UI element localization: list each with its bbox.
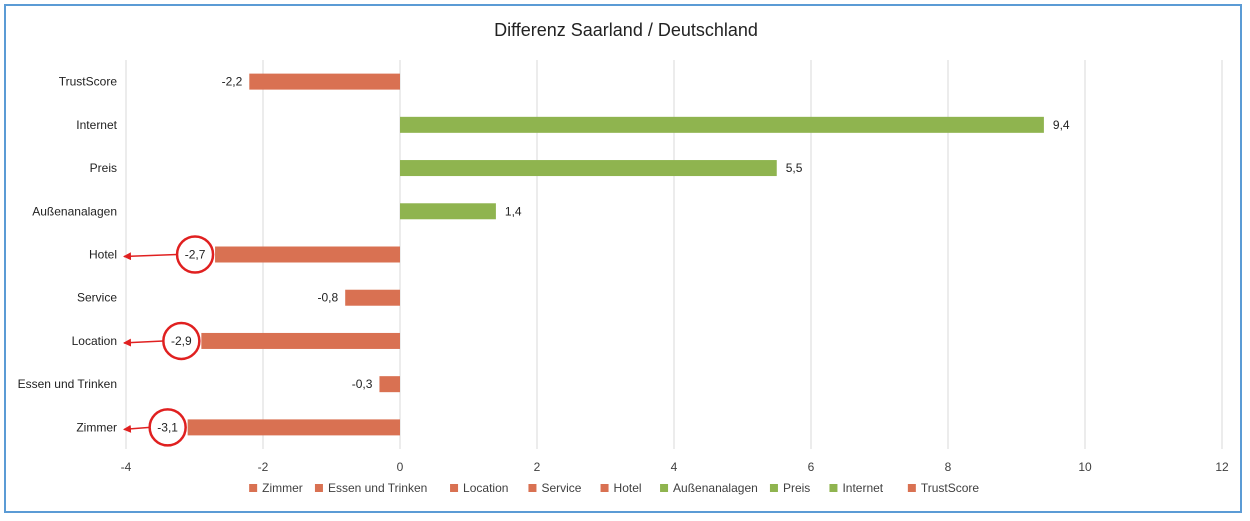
bar-internet [400, 116, 1044, 133]
category-labels: Zimmer Essen und Trinken Location Service Ho… [18, 75, 118, 435]
legend-label-preis: Preis [783, 481, 810, 495]
data-labels: -3,1 -0,3 -2,9 -0,8 -2,7 1,4 5,5 9,4 -2,2 [157, 75, 1070, 435]
legend-swatch-zimmer [249, 484, 258, 492]
x-tick-label: -4 [121, 460, 132, 474]
data-label-trustscore: -2,2 [222, 75, 243, 89]
category-label-hotel: Hotel [89, 248, 117, 262]
legend-label-aussenanalagen: Außenanalagen [673, 481, 758, 495]
bar-hotel [215, 246, 400, 263]
legend: Zimmer Essen und Trinken Location Service Ho… [249, 481, 979, 495]
highlight-arrow-zimmer [123, 424, 150, 433]
legend-swatch-location [450, 484, 459, 492]
data-label-location: -2,9 [171, 334, 192, 348]
category-label-essen-und-trinken: Essen und Trinken [18, 377, 117, 391]
legend-swatch-hotel [600, 484, 609, 492]
data-label-essen-und-trinken: -0,3 [352, 377, 373, 391]
x-tick-label: 6 [808, 460, 815, 474]
highlight-arrow-location [123, 338, 164, 347]
x-tick-label: 8 [945, 460, 952, 474]
bar-chart: Differenz Saarland / Deutschland Zimmer E… [18, 20, 1229, 495]
bar-preis [400, 160, 777, 177]
x-tick-label: 4 [671, 460, 678, 474]
category-label-internet: Internet [76, 118, 117, 132]
chart-title: Differenz Saarland / Deutschland [494, 20, 758, 40]
legend-swatch-trustscore [907, 484, 916, 492]
bar-service [345, 289, 400, 306]
legend-swatch-essen-und-trinken [314, 484, 323, 492]
category-label-trustscore: TrustScore [59, 75, 118, 89]
data-label-aussenanalagen: 1,4 [505, 204, 522, 218]
legend-label-location: Location [463, 481, 508, 495]
category-label-location: Location [72, 334, 117, 348]
x-tick-label: 12 [1215, 460, 1229, 474]
bar-zimmer [187, 419, 400, 436]
bar-location [201, 332, 400, 349]
category-label-zimmer: Zimmer [76, 420, 117, 434]
category-label-service: Service [77, 291, 117, 305]
data-label-zimmer: -3,1 [157, 420, 178, 434]
legend-label-zimmer: Zimmer [262, 481, 303, 495]
chart-frame: Differenz Saarland / Deutschland Zimmer E… [4, 4, 1242, 513]
legend-swatch-internet [829, 484, 838, 492]
data-label-internet: 9,4 [1053, 118, 1070, 132]
x-tick-label: -2 [258, 460, 269, 474]
highlight-arrow-hotel [123, 252, 178, 261]
legend-swatch-service [528, 484, 537, 492]
legend-label-service: Service [541, 481, 581, 495]
bars [187, 73, 1044, 436]
x-tick-label: 0 [397, 460, 404, 474]
legend-swatch-preis [769, 484, 778, 492]
x-axis-ticks: -4 -2 0 2 4 6 8 10 12 [121, 460, 1229, 474]
legend-label-essen-und-trinken: Essen und Trinken [328, 481, 427, 495]
data-label-preis: 5,5 [786, 161, 803, 175]
bar-aussenanalagen [400, 203, 496, 220]
data-label-service: -0,8 [318, 291, 339, 305]
x-tick-label: 10 [1078, 460, 1092, 474]
legend-label-trustscore: TrustScore [921, 481, 980, 495]
legend-swatch-aussenanalagen [660, 484, 669, 492]
legend-label-hotel: Hotel [614, 481, 642, 495]
x-tick-label: 2 [534, 460, 541, 474]
bar-essen-und-trinken [379, 376, 400, 393]
data-label-hotel: -2,7 [185, 248, 206, 262]
highlight-annotations [123, 235, 215, 447]
legend-label-internet: Internet [842, 481, 883, 495]
bar-trustscore [249, 73, 400, 90]
category-label-aussenanalagen: Außenanalagen [32, 204, 117, 218]
category-label-preis: Preis [90, 161, 117, 175]
